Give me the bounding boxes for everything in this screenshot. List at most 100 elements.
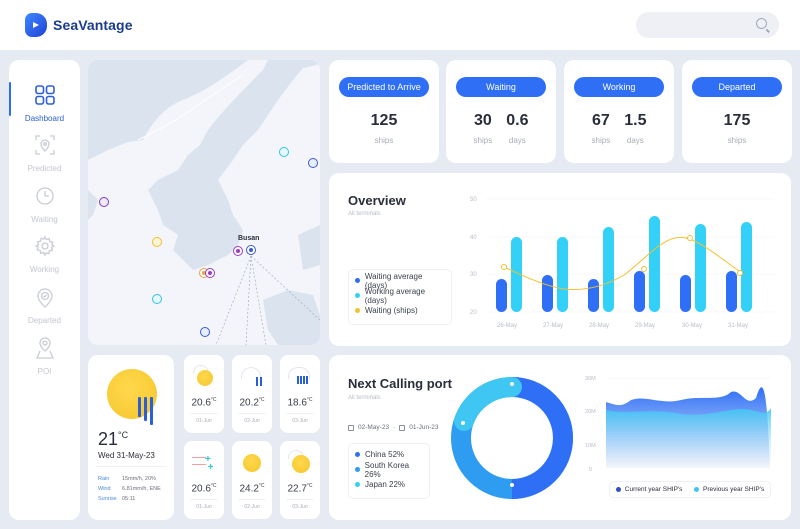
stat-title[interactable]: Waiting <box>456 77 546 97</box>
search-icon[interactable] <box>756 18 767 29</box>
port-marker-icon[interactable] <box>233 246 243 256</box>
weather-current: 21°C Wed 31-May-23 Rain 15mm/h, 20% Wind 6… <box>88 355 174 520</box>
stat-title[interactable]: Departed <box>692 77 782 97</box>
weather-details: Rain 15mm/h, 20% Wind 6.81mm/h, ENE Sunris… <box>98 476 161 502</box>
legend-item[interactable]: South Korea 26% <box>355 461 423 479</box>
forecast-date: 01-Jun <box>196 504 212 510</box>
sidebar-item-label: Dashboard <box>24 114 65 123</box>
partly-sunny-icon <box>288 450 304 459</box>
stat-value: 1.5 <box>624 112 647 129</box>
date-from[interactable]: 02-May-23 <box>358 424 390 431</box>
forecast-temp: 20.6°C <box>191 397 217 409</box>
forecast-date: 03-Jun <box>292 504 308 510</box>
sidebar-item-dashboard[interactable]: Dashboard <box>9 84 80 123</box>
svg-text:30: 30 <box>470 272 477 278</box>
stat-unit: ships <box>473 136 493 145</box>
map-marker-icon[interactable] <box>279 147 289 157</box>
svg-text:40: 40 <box>470 235 477 241</box>
clock-icon <box>35 187 54 205</box>
map-marker-icon[interactable] <box>152 237 162 247</box>
port-marker-icon[interactable] <box>205 268 215 278</box>
forecast-card[interactable]: 20.6°C 01-Jun <box>184 355 224 433</box>
calling-legend: China 52% South Korea 26% Japan 22% <box>348 443 430 499</box>
legend-item[interactable]: Working average (days) <box>355 287 445 305</box>
svg-text:29-May: 29-May <box>635 323 655 329</box>
stat-card-predicted[interactable]: Predicted to Arrive 125 ships <box>329 60 439 163</box>
sidebar-item-label: Predicted <box>27 164 62 173</box>
legend-item[interactable]: Waiting (ships) <box>355 303 445 318</box>
forecast-temp: 20.2°C <box>239 397 265 409</box>
map-marker-icon[interactable] <box>308 158 318 168</box>
map-marker-icon[interactable] <box>152 294 162 304</box>
legend-item[interactable]: Waiting average (days) <box>355 272 445 290</box>
next-calling-port-panel: Next Calling port All terminals 02-May-2… <box>329 355 791 520</box>
forecast-date: 01-Jun <box>196 418 212 424</box>
overview-subtitle: All terminals <box>348 211 381 217</box>
calling-donut-chart <box>451 377 573 499</box>
svg-text:50: 50 <box>470 197 477 203</box>
sidebar-item-poi[interactable]: POI <box>9 337 80 376</box>
forecast-card[interactable]: 18.6°C 03-Jun <box>280 355 320 433</box>
app-name: SeaVantage <box>53 17 133 33</box>
forecast-card[interactable]: 22.7°C 03-Jun <box>280 441 320 519</box>
rain-cloud-icon <box>241 367 261 379</box>
stat-title[interactable]: Working <box>574 77 664 97</box>
partly-sunny-icon <box>193 365 209 374</box>
date-to[interactable]: 01-Jun-23 <box>409 424 439 431</box>
current-temp: 21°C <box>98 429 129 449</box>
forecast-card[interactable]: + + 20.6°C 01-Jun <box>184 441 224 519</box>
svg-text:31-May: 31-May <box>728 323 748 329</box>
logo[interactable]: SeaVantage <box>25 13 133 37</box>
rain-sun-icon <box>107 369 157 419</box>
forecast-temp: 18.6°C <box>287 397 313 409</box>
sidebar-item-label: POI <box>37 367 52 376</box>
sidebar-item-label: Working <box>29 265 60 274</box>
calling-title: Next Calling port <box>348 376 453 391</box>
forecast-temp: 20.6°C <box>191 483 217 495</box>
legend-item[interactable]: Japan 22% <box>355 477 423 492</box>
map-marker-icon[interactable] <box>200 327 210 337</box>
overview-panel: Overview All terminals Waiting average (… <box>329 173 791 346</box>
overview-legend: Waiting average (days) Working average (… <box>348 269 452 325</box>
sidebar-item-waiting[interactable]: Waiting <box>9 185 80 224</box>
svg-text:26-May: 26-May <box>497 323 517 329</box>
sidebar-item-predicted[interactable]: Predicted <box>9 134 80 173</box>
forecast-card[interactable]: 20.2°C 02-Jun <box>232 355 272 433</box>
forecast-temp: 24.2°C <box>239 483 265 495</box>
active-indicator <box>9 82 11 116</box>
map-marker-icon[interactable] <box>99 197 109 207</box>
forecast-card[interactable]: 24.2°C 02-Jun <box>232 441 272 519</box>
search-input[interactable] <box>636 12 779 38</box>
svg-text:10M: 10M <box>585 443 596 449</box>
stat-card-working[interactable]: Working 67 ships 1.5 days <box>564 60 674 163</box>
svg-text:20M: 20M <box>585 409 596 415</box>
sidebar-item-departed[interactable]: Departed <box>9 286 80 325</box>
stat-value: 175 <box>723 112 751 129</box>
sidebar: Dashboard Predicted Waiting Working Depa… <box>9 60 80 520</box>
overview-title: Overview <box>348 193 406 208</box>
stat-title[interactable]: Predicted to Arrive <box>339 77 429 97</box>
stat-value: 125 <box>370 112 398 129</box>
legend-item[interactable]: Current year SHIP's <box>615 486 682 493</box>
sidebar-item-working[interactable]: Working <box>9 235 80 274</box>
stat-value: 67 <box>591 112 610 129</box>
stat-card-departed[interactable]: Departed 175 ships <box>682 60 792 163</box>
stat-card-waiting[interactable]: Waiting 30 ships 0.6 days <box>446 60 556 163</box>
logo-icon <box>25 13 47 37</box>
legend-item[interactable]: China 52% <box>355 447 423 462</box>
port-marker-icon[interactable] <box>246 245 256 255</box>
location-check-icon <box>36 288 53 308</box>
ship-map[interactable]: Busan <box>88 60 320 345</box>
stat-unit: days <box>626 136 644 145</box>
sun-icon <box>243 454 261 472</box>
sidebar-item-label: Waiting <box>31 215 58 224</box>
legend-item[interactable]: Previous year SHIP's <box>693 486 764 493</box>
scan-location-icon <box>34 135 55 155</box>
area-chart-legend: Current year SHIP's Previous year SHIP's <box>609 481 771 498</box>
map-canvas: Busan <box>88 60 320 345</box>
stat-unit: days <box>508 136 526 145</box>
date-range[interactable]: 02-May-23 - 01-Jun-23 <box>348 424 439 431</box>
sidebar-item-label: Departed <box>28 316 61 325</box>
forecast-date: 03-Jun <box>292 418 308 424</box>
stat-unit: ships <box>374 136 394 145</box>
